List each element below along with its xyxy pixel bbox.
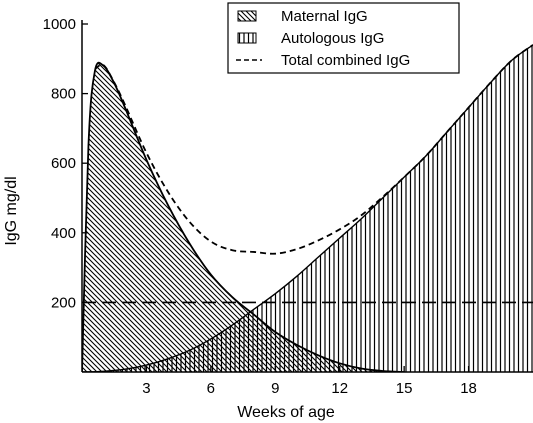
axes: 3 6 9 12 15 18 200 400 600 800 1000	[43, 16, 533, 397]
x-tick-label: 12	[331, 380, 348, 397]
legend: Maternal IgG Autologous IgG Total combin…	[227, 2, 460, 74]
y-tick-label: 600	[51, 155, 76, 172]
y-tick-label: 800	[51, 86, 76, 103]
x-tick-label: 18	[460, 380, 477, 397]
x-tick-label: 6	[207, 380, 215, 397]
y-tick-label: 1000	[43, 16, 76, 33]
x-axis-title: Weeks of age	[237, 404, 335, 421]
x-ticks: 3 6 9 12 15 18	[142, 366, 477, 397]
maternal-igg-area	[82, 62, 405, 372]
maternal-igg-line	[82, 61, 405, 372]
autologous-igg-line	[82, 44, 533, 372]
x-tick-label: 9	[271, 380, 279, 397]
y-ticks: 200 400 600 800 1000	[43, 16, 88, 311]
y-tick-label: 200	[51, 294, 76, 311]
x-tick-label: 15	[396, 380, 413, 397]
legend-swatch-maternal	[237, 10, 257, 22]
legend-label-autologous: Autologous IgG	[281, 30, 384, 47]
legend-swatch-autologous	[237, 32, 257, 44]
legend-label-total: Total combined IgG	[281, 52, 410, 69]
autologous-igg-area	[82, 44, 533, 372]
legend-label-maternal: Maternal IgG	[281, 8, 368, 25]
legend-box	[227, 2, 460, 74]
x-tick-label: 3	[142, 380, 150, 397]
y-tick-label: 400	[51, 225, 76, 242]
total-combined-igg-line	[94, 44, 533, 255]
y-axis-title: IgG mg/dl	[3, 176, 20, 245]
plot-area	[82, 44, 533, 372]
